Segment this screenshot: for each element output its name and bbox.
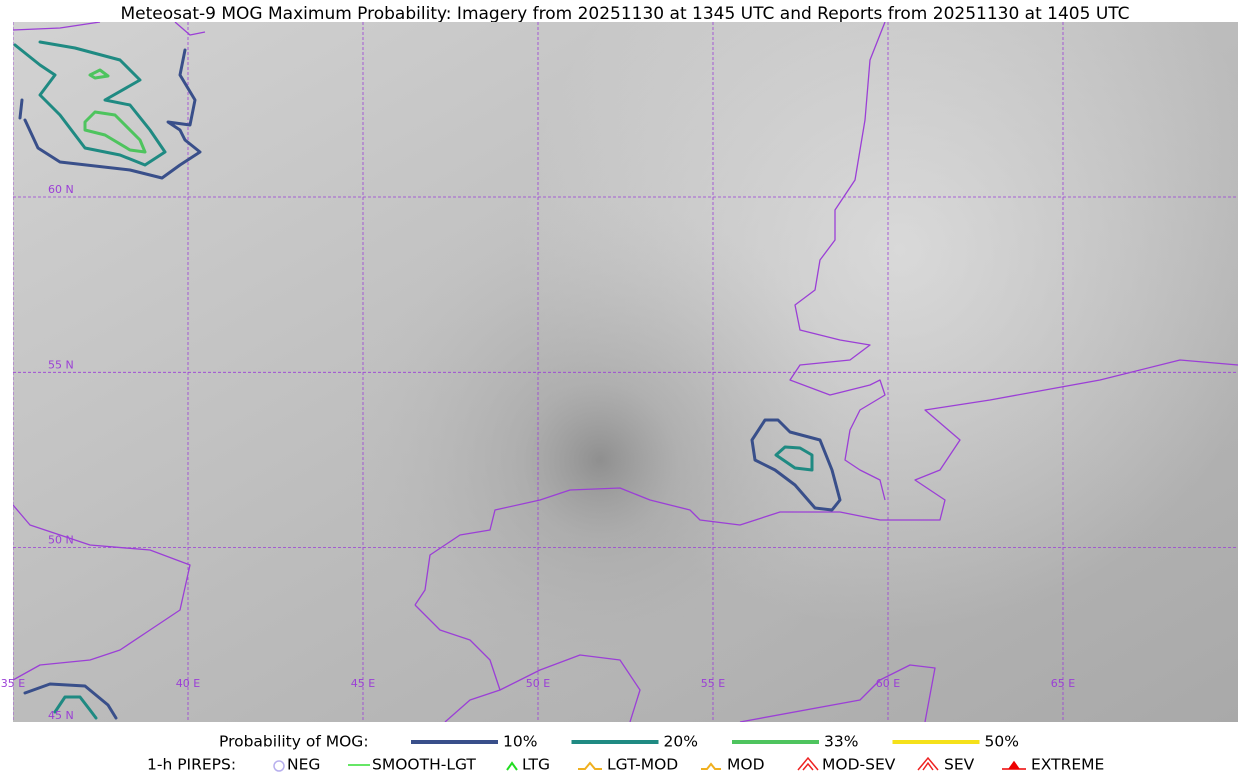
legend-label: SEV — [944, 756, 975, 774]
legend-label: 20% — [664, 733, 698, 751]
longitude-label: 35 E — [1, 677, 25, 690]
grid — [13, 22, 1238, 722]
legend-symbol — [506, 761, 518, 771]
longitude-label: 50 E — [526, 677, 550, 690]
legend-label: MOD-SEV — [822, 756, 896, 774]
legend-label: EXTREME — [1031, 756, 1104, 774]
legend-label: LTG — [522, 756, 550, 774]
longitude-label: 40 E — [176, 677, 200, 690]
latitude-label: 60 N — [48, 183, 74, 196]
mog-contours — [13, 40, 842, 720]
longitude-label: 55 E — [701, 677, 725, 690]
grid-labels: 60 N 55 N 50 N 45 N 35 E 40 E 45 E 50 E 55 E 60 E… — [1, 183, 1075, 722]
longitude-label: 45 E — [351, 677, 375, 690]
legend-label: NEG — [287, 756, 320, 774]
legend-title: Probability of MOG: — [219, 733, 369, 751]
legend-symbol — [1002, 760, 1026, 770]
legend-title: 1-h PIREPS: — [147, 756, 236, 774]
legend-symbol — [701, 762, 721, 770]
legend-label: MOD — [727, 756, 765, 774]
legend-symbol — [273, 760, 285, 772]
legend-label: SMOOTH-LGT — [372, 756, 476, 774]
title: Meteosat-9 MOG Maximum Probability: Imag… — [120, 4, 1129, 24]
legend-label: LGT-MOD — [607, 756, 678, 774]
coastlines — [13, 22, 1238, 722]
legend: Probability of MOG: 10% 20% 33% 50% 1-h PIREP… — [147, 733, 1104, 774]
legend-label: 33% — [824, 733, 858, 751]
legend-symbol — [917, 756, 939, 771]
latitude-label: 45 N — [48, 709, 74, 722]
legend-label: 10% — [503, 733, 537, 751]
latitude-label: 55 N — [48, 358, 74, 371]
longitude-label: 65 E — [1051, 677, 1075, 690]
map — [13, 22, 1238, 722]
longitude-label: 60 E — [876, 677, 900, 690]
legend-symbol — [797, 756, 819, 771]
legend-label: 50% — [985, 733, 1019, 751]
legend-symbol — [578, 761, 602, 770]
latitude-label: 50 N — [48, 534, 74, 547]
